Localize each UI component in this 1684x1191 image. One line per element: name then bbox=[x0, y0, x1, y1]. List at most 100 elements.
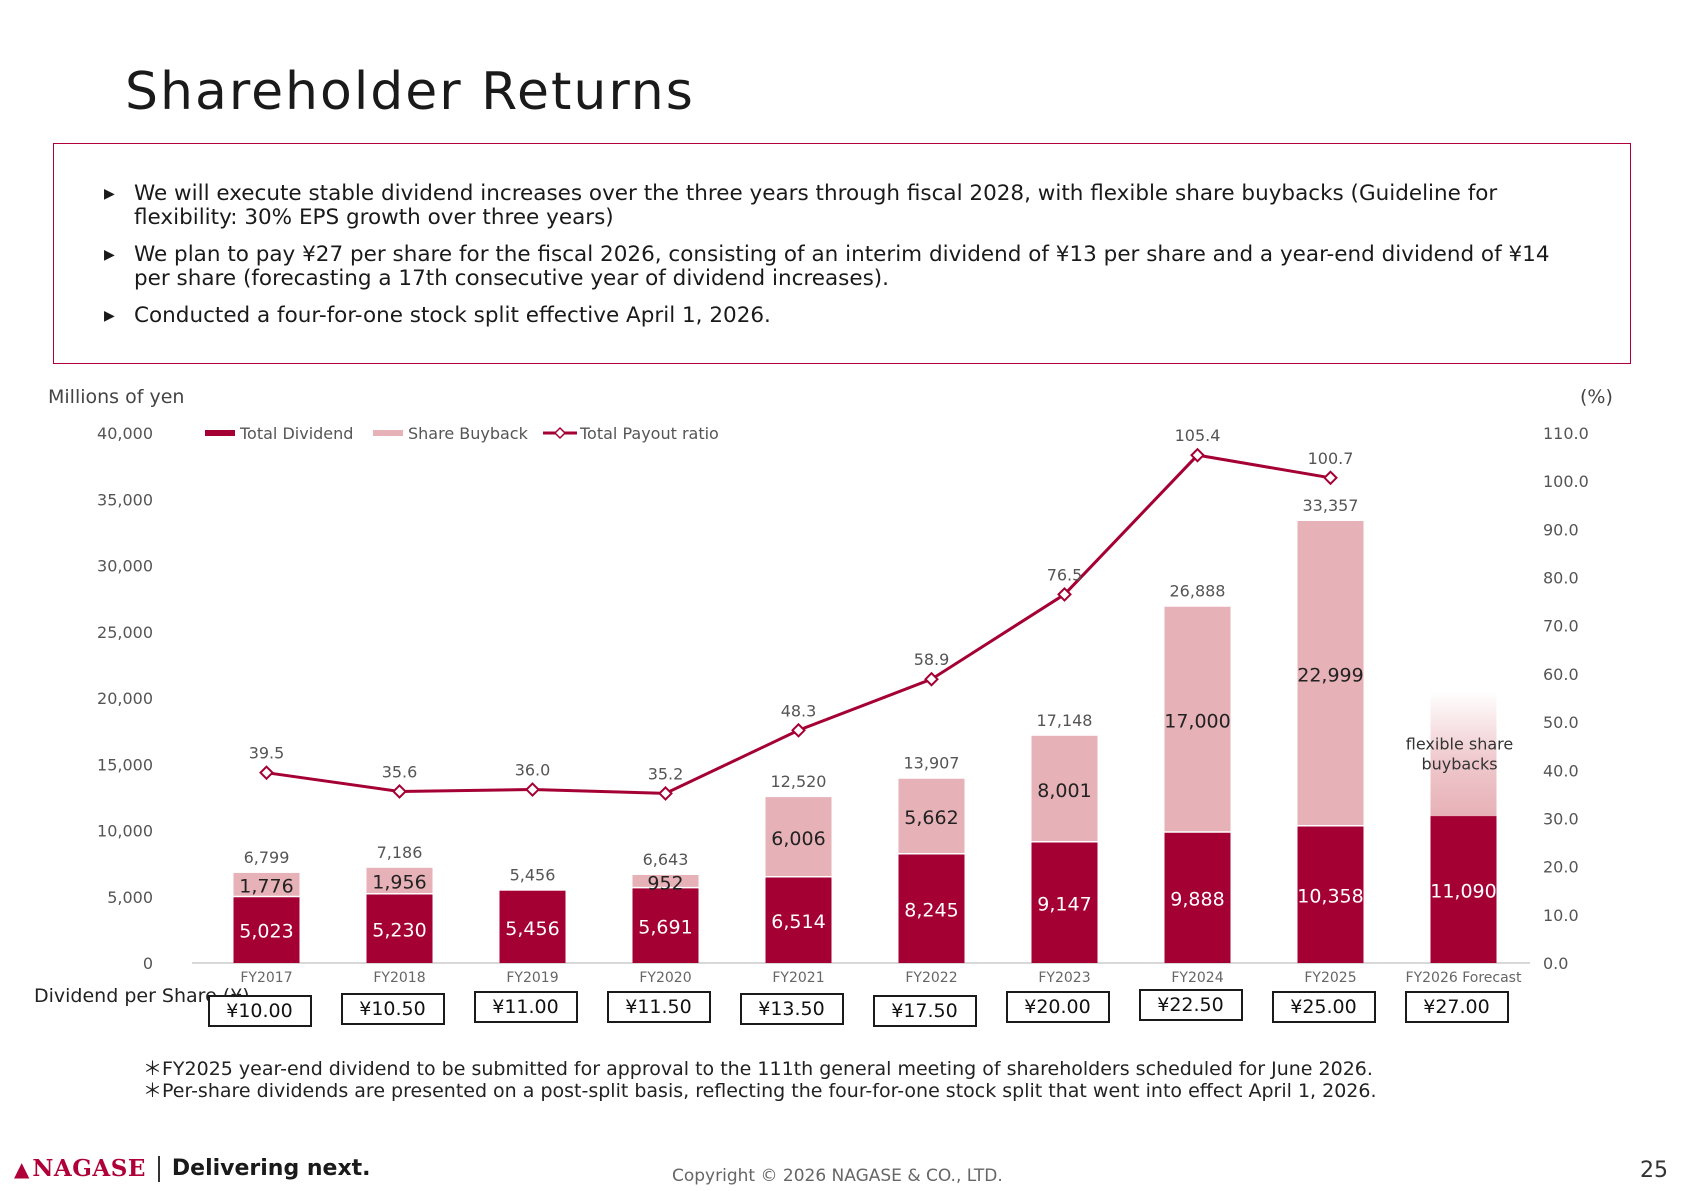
buyback-value-label: 22,999 bbox=[1297, 664, 1363, 686]
dividend-value-label: 5,230 bbox=[372, 919, 426, 941]
dps-value-box: ¥22.50 bbox=[1138, 989, 1243, 1021]
buyback-value-label: 5,662 bbox=[904, 807, 958, 829]
payout-ratio-label: 76.5 bbox=[1047, 565, 1083, 584]
y2-tick-label: 80.0 bbox=[1543, 569, 1579, 588]
shareholder-returns-chart: 0 5,000 10,000 15,000 20,000 25,000 30,000 35,0… bbox=[97, 424, 1589, 986]
legend-label-dividend: Total Dividend bbox=[239, 424, 353, 443]
total-value-label: 13,907 bbox=[904, 754, 960, 773]
dividend-value-label: 5,691 bbox=[638, 916, 692, 938]
x-tick-label: FY2022 bbox=[905, 970, 957, 986]
y2-tick-label: 90.0 bbox=[1543, 520, 1579, 539]
dividend-bar bbox=[366, 893, 433, 963]
buyback-value-label: 6,006 bbox=[771, 828, 825, 850]
y2-tick-label: 10.0 bbox=[1543, 906, 1579, 925]
dps-value-box: ¥27.00 bbox=[1404, 991, 1509, 1023]
payout-ratio-label: 39.5 bbox=[249, 744, 285, 763]
payout-ratio-label: 58.9 bbox=[914, 650, 950, 669]
payout-ratio-point bbox=[259, 765, 274, 781]
y-tick-label: 20,000 bbox=[97, 689, 153, 708]
dps-value-box: ¥11.00 bbox=[473, 991, 578, 1023]
buyback-value-label: 1,776 bbox=[239, 876, 293, 898]
payout-ratio-label: 36.0 bbox=[515, 761, 551, 780]
y-tick-label: 15,000 bbox=[97, 755, 153, 774]
payout-ratio-point bbox=[1190, 447, 1205, 463]
dividend-value-label: 11,090 bbox=[1430, 881, 1496, 903]
total-value-label: 26,888 bbox=[1170, 582, 1226, 601]
total-value-label: 7,186 bbox=[377, 843, 423, 862]
dividend-value-label: 9,147 bbox=[1037, 893, 1091, 915]
logo-wordmark: NAGASE bbox=[32, 1155, 146, 1182]
y2-tick-label: 60.0 bbox=[1543, 665, 1579, 684]
x-tick-label: FY2021 bbox=[772, 970, 824, 986]
dps-value-box: ¥10.50 bbox=[340, 993, 445, 1025]
page-number: 25 bbox=[1640, 1158, 1668, 1183]
total-value-label: 6,799 bbox=[244, 848, 290, 867]
buyback-bar bbox=[1164, 606, 1231, 832]
y-axis-unit-left: Millions of yen bbox=[48, 386, 185, 408]
payout-ratio-point bbox=[924, 671, 939, 687]
x-tick-label: FY2019 bbox=[506, 970, 558, 986]
legend-swatch-buyback bbox=[373, 430, 403, 436]
company-logo: ▲ NAGASE Delivering next. bbox=[14, 1155, 371, 1182]
payout-ratio-label: 48.3 bbox=[781, 701, 817, 720]
x-tick-label: FY2017 bbox=[240, 970, 292, 986]
triangle-right-icon: ▶ bbox=[104, 186, 115, 202]
key-message-text: We plan to pay ¥27 per share for the fis… bbox=[134, 242, 1550, 291]
dividend-bar bbox=[233, 896, 300, 963]
footnotes: ＊FY2025 year-end dividend to be submitte… bbox=[143, 1058, 1377, 1102]
dividend-bar bbox=[898, 853, 965, 963]
y2-tick-label: 20.0 bbox=[1543, 858, 1579, 877]
dividend-value-label: 5,456 bbox=[505, 918, 559, 940]
payout-ratio-point bbox=[1323, 470, 1338, 486]
y-tick-label: 25,000 bbox=[97, 623, 153, 642]
buyback-bar bbox=[765, 797, 832, 877]
x-tick-label: FY2023 bbox=[1038, 970, 1090, 986]
logo-divider bbox=[157, 1155, 160, 1182]
key-messages-list: ▶ We will execute stable dividend increas… bbox=[54, 144, 1630, 328]
y-axis-unit-right: (%) bbox=[1580, 386, 1613, 408]
x-tick-label: FY2020 bbox=[639, 970, 691, 986]
buyback-bar bbox=[632, 874, 699, 888]
page-title: Shareholder Returns bbox=[125, 62, 695, 122]
dps-value-box: ¥25.00 bbox=[1271, 991, 1376, 1023]
total-value-label: 33,357 bbox=[1303, 496, 1359, 515]
legend-label-payout: Total Payout ratio bbox=[579, 424, 719, 443]
y2-tick-label: 40.0 bbox=[1543, 761, 1579, 780]
payout-ratio-point bbox=[1057, 586, 1072, 602]
payout-ratio-label: 35.2 bbox=[648, 764, 684, 783]
copyright: Copyright © 2026 NAGASE & CO., LTD. bbox=[672, 1166, 1003, 1186]
forecast-annotation: flexible share bbox=[1406, 735, 1513, 754]
key-message-item: ▶ We will execute stable dividend increas… bbox=[94, 182, 1590, 230]
nagase-logo-icon: ▲ bbox=[14, 1156, 30, 1181]
payout-ratio-point bbox=[525, 782, 540, 797]
x-tick-label: FY2026 Forecast bbox=[1406, 970, 1522, 986]
dividend-bar bbox=[1430, 816, 1497, 963]
x-tick-label: FY2024 bbox=[1171, 970, 1223, 986]
y2-tick-label: 110.0 bbox=[1543, 424, 1589, 443]
dividend-value-label: 9,888 bbox=[1170, 888, 1224, 910]
total-value-label: 5,456 bbox=[510, 866, 556, 885]
buyback-bar bbox=[1297, 521, 1364, 826]
dividend-value-label: 5,023 bbox=[239, 921, 293, 943]
dps-row-label: Dividend per Share (¥) bbox=[34, 985, 250, 1007]
x-tick-label: FY2018 bbox=[373, 970, 425, 986]
buyback-bar bbox=[233, 872, 300, 897]
footnote: ＊Per-share dividends are presented on a … bbox=[143, 1080, 1377, 1102]
forecast-annotation: buybacks bbox=[1421, 755, 1497, 774]
dividend-bar bbox=[632, 887, 699, 963]
dps-value-box: ¥17.50 bbox=[872, 995, 977, 1027]
buyback-bar bbox=[1031, 735, 1098, 842]
y-tick-label: 40,000 bbox=[97, 424, 153, 443]
triangle-right-icon: ▶ bbox=[104, 247, 115, 263]
dps-value-box: ¥11.50 bbox=[606, 991, 711, 1023]
payout-ratio-point bbox=[392, 784, 407, 799]
y-tick-label: 0 bbox=[143, 954, 153, 973]
key-message-item: ▶ We plan to pay ¥27 per share for the fi… bbox=[94, 243, 1590, 291]
buyback-value-label: 17,000 bbox=[1164, 710, 1230, 732]
key-message-text: Conducted a four-for-one stock split eff… bbox=[134, 303, 771, 328]
dividend-value-label: 6,514 bbox=[771, 911, 825, 933]
y2-tick-label: 0.0 bbox=[1543, 954, 1568, 973]
dividend-bar bbox=[765, 876, 832, 963]
logo-tagline: Delivering next. bbox=[171, 1156, 371, 1181]
dividend-bar bbox=[499, 890, 566, 963]
